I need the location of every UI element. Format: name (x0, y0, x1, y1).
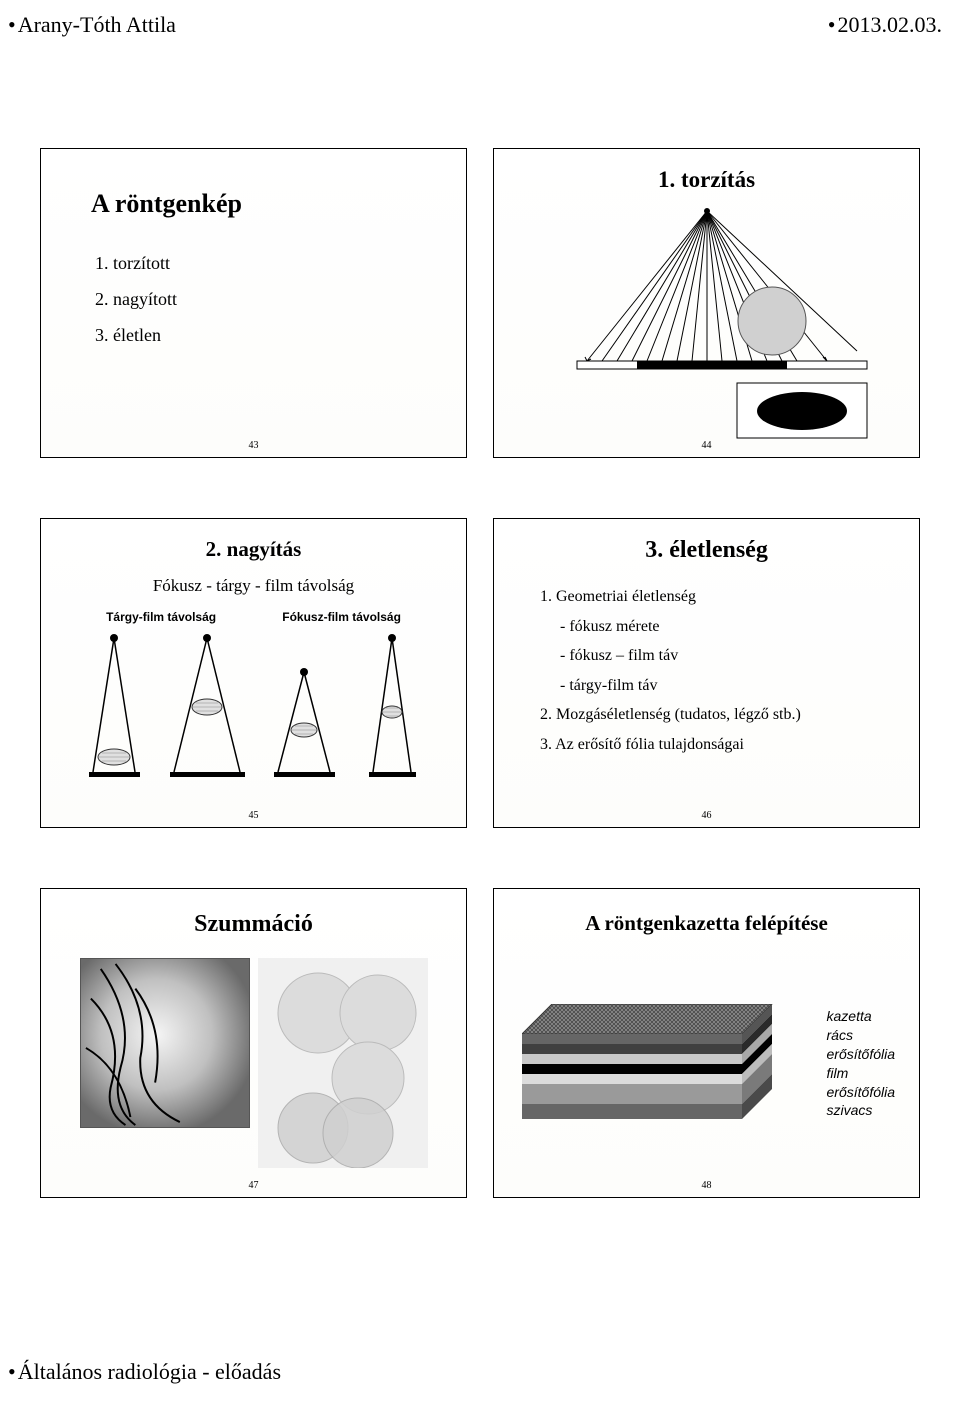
slide43-title: A röntgenkép (91, 189, 444, 219)
slide48-labels: kazetta rács erősítőfólia film erősítőfó… (827, 1007, 895, 1120)
slide-44: 1. torzítás (493, 148, 920, 458)
page-footer: •Általános radiológia - előadás (8, 1359, 281, 1385)
xray-image (80, 958, 250, 1128)
slide-43: A röntgenkép 1. torzított 2. nagyított 3… (40, 148, 467, 458)
label-right: Fókusz-film távolság (282, 610, 401, 624)
slide45-labels: Tárgy-film távolság Fókusz-film távolság (63, 610, 444, 624)
layer-label: szivacs (827, 1101, 895, 1120)
slide44-title: 1. torzítás (516, 167, 897, 193)
page-header: •Arany-Tóth Attila •2013.02.03. (0, 0, 960, 38)
slide47-row (63, 958, 444, 1168)
distortion-diagram (527, 201, 887, 441)
slide-number: 48 (702, 1180, 712, 1191)
slide-number: 47 (249, 1180, 259, 1191)
slide48-title: A röntgenkazetta felépítése (516, 911, 897, 936)
layer-label: erősítőfólia (827, 1083, 895, 1102)
slide47-title: Szummáció (63, 911, 444, 938)
slide43-list: 1. torzított 2. nagyított 3. életlen (95, 245, 444, 353)
list-subitem: - fókusz mérete (560, 612, 897, 642)
slide-45: 2. nagyítás Fókusz - tárgy - film távols… (40, 518, 467, 828)
overlap-circles (258, 958, 428, 1168)
slide-48: A röntgenkazetta felépítése (493, 888, 920, 1198)
header-date: •2013.02.03. (828, 12, 942, 38)
slide46-list: 1. Geometriai életlenség - fókusz mérete… (540, 582, 897, 760)
list-item: 3. Az erősítő fólia tulajdonságai (540, 730, 897, 760)
slide-number: 46 (702, 810, 712, 821)
layer-label: kazetta (827, 1007, 895, 1026)
label-left: Tárgy-film távolság (106, 610, 216, 624)
slide-number: 43 (249, 440, 259, 451)
list-subitem: - tárgy-film táv (560, 671, 897, 701)
slide-number: 45 (249, 810, 259, 821)
cassette-stack (522, 1004, 802, 1174)
layer-label: rács (827, 1026, 895, 1045)
list-item: 2. Mozgáséletlenség (tudatos, légző stb.… (540, 700, 897, 730)
slide45-subtitle: Fókusz - tárgy - film távolság (63, 576, 444, 596)
list-subitem: - fókusz – film táv (560, 641, 897, 671)
slide-47: Szummáció (40, 888, 467, 1198)
cone-diagram (272, 632, 337, 782)
slides-grid: A röntgenkép 1. torzított 2. nagyított 3… (0, 38, 960, 1238)
slide46-title: 3. életlenség (516, 537, 897, 564)
header-author: •Arany-Tóth Attila (8, 12, 176, 38)
list-item: 1. torzított (95, 245, 444, 281)
slide45-title: 2. nagyítás (63, 537, 444, 562)
layer-label: erősítőfólia (827, 1045, 895, 1064)
cone-diagram (365, 632, 420, 782)
slide-number: 44 (702, 440, 712, 451)
cone-diagram (87, 632, 142, 782)
list-item: 2. nagyított (95, 281, 444, 317)
list-item: 1. Geometriai életlenség (540, 582, 897, 612)
layer-label: film (827, 1064, 895, 1083)
slide-46: 3. életlenség 1. Geometriai életlenség -… (493, 518, 920, 828)
list-item: 3. életlen (95, 317, 444, 353)
cone-diagram (170, 632, 245, 782)
slide45-cones (63, 632, 444, 782)
